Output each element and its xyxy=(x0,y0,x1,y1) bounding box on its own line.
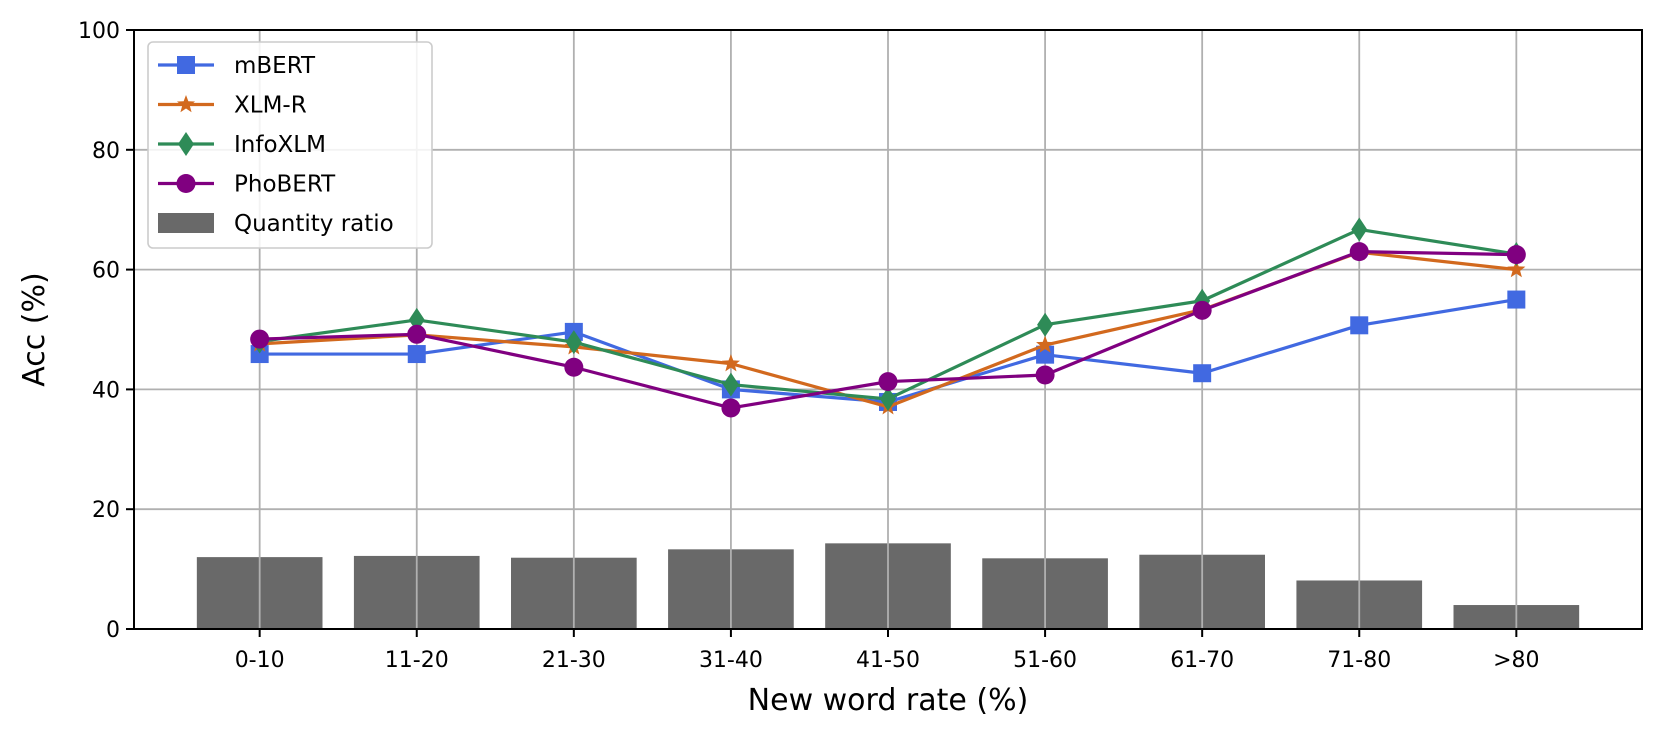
point-xlm-r->80 xyxy=(1507,260,1526,278)
point-infoxlm-41-50 xyxy=(880,386,896,411)
ticks-layer: 0 20 40 60 80 100 0-10 11-20 21-30 31-40 41-50 51-6… xyxy=(78,19,1540,673)
point-infoxlm-51-60 xyxy=(1037,312,1054,337)
point-xlm-r-31-40 xyxy=(721,354,740,372)
point-phobert-51-60 xyxy=(1035,365,1055,385)
y-tick-label: 20 xyxy=(92,498,120,523)
legend-marker-phobert xyxy=(176,174,196,193)
legend: mBERT XLM-R InfoXLM PhoBERT Quantity ratio xyxy=(147,41,433,249)
lines-layer xyxy=(250,217,1526,418)
x-tick-label: >80 xyxy=(1493,648,1539,673)
legend-label-quantity-ratio: Quantity ratio xyxy=(234,211,394,237)
point-phobert->80 xyxy=(1506,245,1526,265)
y-tick-label: 0 xyxy=(106,618,120,643)
point-infoxlm-31-40 xyxy=(722,372,739,397)
point-xlm-r-51-60 xyxy=(1036,335,1055,353)
point-phobert-61-70 xyxy=(1192,300,1212,320)
series-phobert xyxy=(250,242,1526,418)
point-mbert-11-20 xyxy=(407,345,426,364)
point-mbert->80 xyxy=(1507,290,1526,309)
point-mbert-71-80 xyxy=(1350,316,1369,335)
x-tick-label: 71-80 xyxy=(1327,648,1391,673)
x-tick-label: 61-70 xyxy=(1170,648,1234,673)
x-tick-label: 31-40 xyxy=(699,648,763,673)
x-tick-label: 11-20 xyxy=(385,648,449,673)
point-infoxlm-21-30 xyxy=(565,330,582,355)
legend-marker-xlm-r xyxy=(176,95,196,113)
legend-label-mbert: mBERT xyxy=(234,53,316,79)
point-phobert-71-80 xyxy=(1349,242,1369,262)
legend-label-infoxlm: InfoXLM xyxy=(234,132,326,158)
y-tick-label: 100 xyxy=(78,19,120,44)
legend-label-xlm-r: XLM-R xyxy=(234,93,307,119)
point-phobert-21-30 xyxy=(564,357,584,377)
y-tick-label: 80 xyxy=(92,139,120,164)
y-axis-label: Acc (%) xyxy=(17,272,52,386)
y-tick-label: 60 xyxy=(92,259,120,284)
point-phobert-0-10 xyxy=(250,329,270,349)
legend-label-phobert: PhoBERT xyxy=(234,172,336,198)
legend-marker-mbert xyxy=(177,56,195,74)
legend-box xyxy=(147,41,433,249)
point-phobert-31-40 xyxy=(721,398,741,418)
point-phobert-11-20 xyxy=(407,324,427,344)
legend-swatch-quantity-ratio xyxy=(158,213,214,233)
x-tick-label: 21-30 xyxy=(542,648,606,673)
point-mbert-61-70 xyxy=(1193,364,1212,383)
point-infoxlm-71-80 xyxy=(1351,217,1368,242)
y-tick-label: 40 xyxy=(92,378,120,403)
point-phobert-41-50 xyxy=(878,372,898,392)
x-tick-label: 0-10 xyxy=(235,648,285,673)
x-tick-label: 51-60 xyxy=(1013,648,1077,673)
x-tick-label: 41-50 xyxy=(856,648,920,673)
x-axis-label: New word rate (%) xyxy=(748,683,1029,718)
legend-marker-infoxlm xyxy=(178,132,194,156)
